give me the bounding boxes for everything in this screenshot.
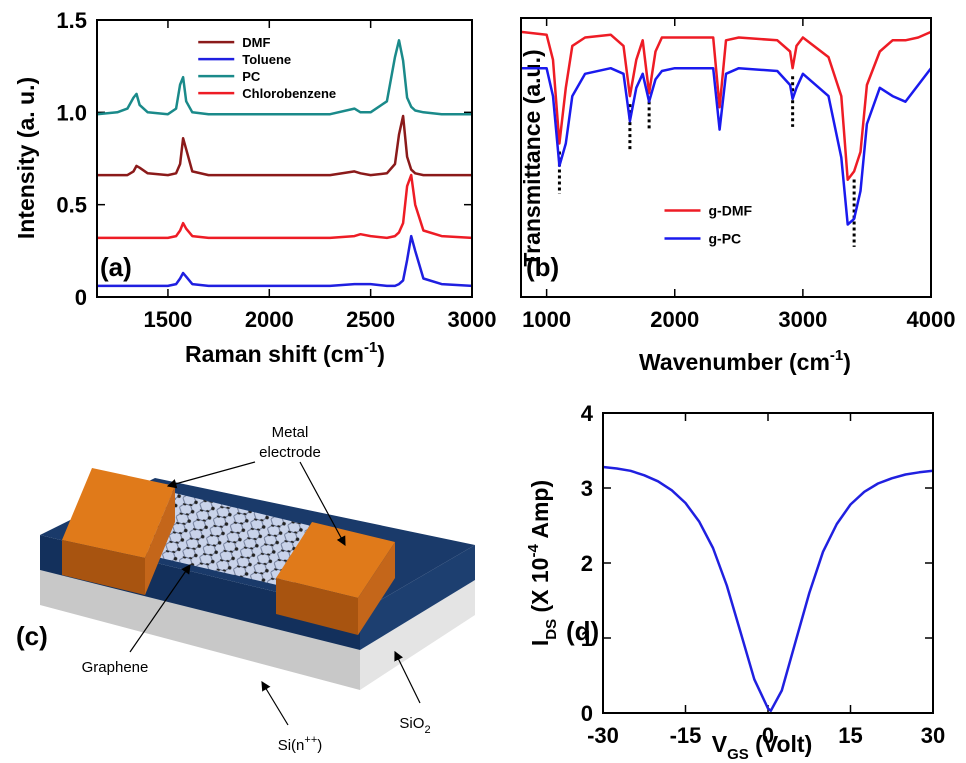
label-sup: -1: [364, 339, 377, 356]
x-tick-label: 2500: [346, 307, 395, 332]
y-tick-label: 0: [75, 285, 87, 310]
panel-label: (b): [526, 252, 559, 282]
plot-frame: [603, 413, 933, 713]
label-part: (X 10: [527, 558, 553, 619]
si-label: Si(n++): [278, 734, 323, 754]
label-part: ): [843, 349, 851, 375]
label-sup: -1: [830, 347, 843, 364]
y-tick-label: 0: [581, 701, 593, 726]
y-tick-label: 1.0: [56, 100, 87, 125]
arrow: [168, 462, 255, 486]
arrow: [395, 652, 420, 703]
device-diagram: Metal electrode Graphene Si(n++) SiO2 (c…: [16, 424, 475, 754]
figure: Intensity (a. u.) Raman shift (cm-1) (a)…: [0, 0, 966, 763]
series-line: [97, 116, 472, 175]
x-tick-label: 3000: [778, 307, 827, 332]
label-sub: 2: [424, 724, 430, 736]
label-part: Raman shift (cm: [185, 341, 364, 367]
arrow: [262, 682, 288, 725]
y-axis-label: Transmittance (a.u.): [519, 49, 545, 266]
legend-label: DMF: [242, 35, 270, 50]
x-tick-label: 2000: [245, 307, 294, 332]
plot-frame: [521, 18, 931, 297]
label-part: V: [712, 731, 728, 757]
panel-label: (a): [100, 252, 132, 282]
y-tick-label: 1.5: [56, 8, 87, 33]
x-tick-label: 15: [838, 723, 862, 748]
legend-label: Toluene: [242, 52, 291, 67]
label-part: Amp): [527, 480, 553, 544]
series-line: [97, 175, 472, 238]
series-line: [521, 32, 931, 180]
electrode-label: Metal: [272, 424, 309, 441]
panel-label: (c): [16, 621, 48, 651]
x-tick-label: 0: [762, 723, 774, 748]
legend-label: Chlorobenzene: [242, 86, 336, 101]
x-tick-label: 4000: [907, 307, 956, 332]
x-tick-label: 2000: [650, 307, 699, 332]
x-axis-label: Raman shift (cm-1): [185, 339, 385, 367]
y-axis-label: IDS (X 10-4 Amp): [525, 480, 560, 646]
y-tick-label: 3: [581, 476, 593, 501]
legend-label: g-DMF: [709, 203, 753, 219]
x-tick-label: -30: [587, 723, 619, 748]
label-part: ): [377, 341, 385, 367]
y-tick-label: 4: [581, 401, 594, 426]
y-tick-label: 1: [581, 626, 593, 651]
y-tick-label: 2: [581, 551, 593, 576]
x-tick-label: 1000: [522, 307, 571, 332]
label-part: (Volt): [749, 731, 812, 757]
series-line: [521, 68, 931, 224]
label-part: Wavenumber (cm: [639, 349, 830, 375]
label-sup: -4: [525, 544, 542, 558]
x-tick-label: 30: [921, 723, 945, 748]
series-line: [97, 236, 472, 286]
sio2-label: SiO2: [399, 715, 430, 736]
label-part: Si(n: [278, 737, 305, 754]
graphene-label: Graphene: [82, 659, 149, 676]
x-axis-label: Wavenumber (cm-1): [639, 347, 851, 375]
x-tick-label: 3000: [448, 307, 497, 332]
label-part: ): [317, 737, 322, 754]
x-tick-label: 1500: [143, 307, 192, 332]
label-sup: ++: [304, 734, 317, 746]
legend-label: g-PC: [709, 231, 742, 247]
series-line: [603, 467, 933, 711]
legend-label: PC: [242, 69, 261, 84]
y-tick-label: 0.5: [56, 193, 87, 218]
electrode-label: electrode: [259, 444, 321, 461]
label-sub: GS: [727, 746, 749, 763]
label-part: SiO: [399, 715, 424, 732]
x-tick-label: -15: [670, 723, 702, 748]
y-axis-label: Intensity (a. u.): [13, 77, 39, 239]
label-sub: DS: [543, 619, 560, 640]
